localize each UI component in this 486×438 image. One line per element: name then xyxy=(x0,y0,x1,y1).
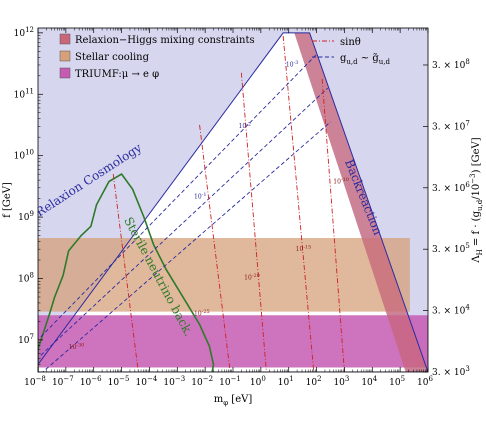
sin-theta-line-1 xyxy=(321,78,345,372)
x-tick-label-11: 103 xyxy=(333,375,349,388)
y-tick-label-2: 109 xyxy=(18,210,34,223)
sin-theta-line-3 xyxy=(240,72,267,372)
legend-swatch-2 xyxy=(59,50,71,62)
x-tick-label-1: 10−7 xyxy=(52,375,74,388)
sin-theta-label-1: 10-10 xyxy=(333,177,349,186)
sin-theta-label-4: 10-25 xyxy=(194,309,210,318)
x-tick-label-4: 10−4 xyxy=(136,375,158,388)
sin-theta-label-2: 10-15 xyxy=(296,244,312,253)
x-tick-label-2: 10−6 xyxy=(80,375,102,388)
sin-theta-line-4 xyxy=(199,124,231,372)
x-tick-label-12: 104 xyxy=(361,375,377,388)
x-tick-label-3: 10−5 xyxy=(108,375,130,388)
y-tick-label-4: 1011 xyxy=(14,87,34,100)
y2-tick-label-0: 3. × 103 xyxy=(432,365,470,378)
g-coupling-line-3 xyxy=(42,121,331,372)
y2-tick-label-3: 3. × 106 xyxy=(432,181,470,194)
sterile-neutrino-boundary xyxy=(38,173,215,372)
x-tick-label-9: 101 xyxy=(278,375,294,388)
mixing-constraint-band xyxy=(294,32,428,372)
x-tick-label-7: 10−1 xyxy=(219,375,241,388)
y2-tick-label-5: 3. × 108 xyxy=(432,58,470,71)
g-coupling-label-1: 10-3 xyxy=(286,60,299,69)
legend-sin-theta-label: sinθ xyxy=(340,37,361,48)
x-tick-label-0: 10−8 xyxy=(24,375,46,388)
x-tick-label-6: 10−2 xyxy=(191,375,213,388)
sin-theta-line-5 xyxy=(112,174,139,372)
y-axis-title: f [GeV] xyxy=(2,182,13,218)
y-tick-label-1: 108 xyxy=(18,271,34,284)
y-tick-label-5: 1012 xyxy=(14,26,34,39)
stellar-cooling-band xyxy=(38,238,410,312)
x-tick-label-5: 10−3 xyxy=(163,375,185,388)
y2-tick-label-4: 3. × 107 xyxy=(432,119,470,132)
g-coupling-label-3: 10-1 xyxy=(194,192,207,201)
y-tick-label-0: 107 xyxy=(18,333,34,346)
x-tick-label-14: 106 xyxy=(417,375,433,388)
g-coupling-label-2: 10-2 xyxy=(239,122,252,131)
allowed-region-boundary xyxy=(38,32,428,372)
x-tick-label-10: 102 xyxy=(306,375,322,388)
x-axis-title: mφ [eV] xyxy=(214,394,253,407)
legend-swatch-3 xyxy=(59,67,71,79)
y-tick-label-3: 1010 xyxy=(14,149,34,162)
sin-theta-label-5: 10-30 xyxy=(69,343,85,352)
y2-tick-label-1: 3. × 104 xyxy=(432,304,470,317)
g-coupling-line-2 xyxy=(40,87,329,356)
x-tick-label-13: 105 xyxy=(389,375,405,388)
y2-axis-title: ΛH = f · (gu,d/10−3) [GeV] xyxy=(469,137,484,263)
legend-label-3: TRIUMF:μ → e φ xyxy=(75,69,159,80)
sin-theta-line-2 xyxy=(282,35,315,372)
legend-label-1: Relaxion−Higgs mixing constraints xyxy=(75,35,255,46)
y2-tick-label-2: 3. × 105 xyxy=(432,242,470,255)
legend-swatch-1 xyxy=(59,33,71,45)
triumf-band xyxy=(38,315,428,368)
x-tick-label-8: 100 xyxy=(250,375,266,388)
legend-label-2: Stellar cooling xyxy=(75,52,150,63)
legend-g-coupling-label: gu,d ~ g̃u,d xyxy=(340,53,390,66)
g-coupling-line-1 xyxy=(40,54,317,338)
sin-theta-label-3: 10-20 xyxy=(244,273,260,282)
